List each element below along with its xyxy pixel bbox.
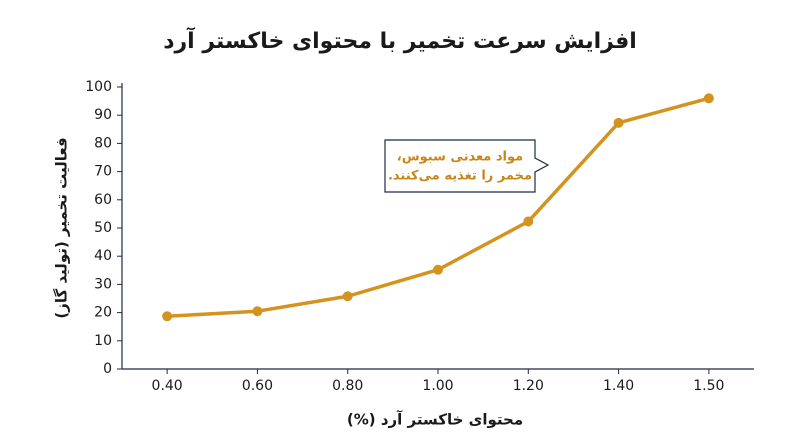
point: [433, 264, 443, 275]
point: [703, 93, 714, 104]
annotation-text: مخمر را تغذیه می‌کنند.: [388, 169, 532, 184]
y-tick-label: 100: [85, 79, 112, 95]
x-axis-label: محتوای خاکستر آرد (%): [347, 411, 523, 429]
line: [167, 96, 710, 319]
y-axis-label: فعالیت تخمیر (تولید گاز): [53, 137, 71, 318]
y-tick-label: 70: [94, 164, 112, 180]
x-tick-label: 0.40: [152, 378, 183, 394]
x-tick-label: 0.60: [242, 378, 273, 394]
x-tick-label: 1.00: [422, 378, 453, 394]
y-tick-label: 90: [94, 107, 112, 123]
y-tick-label: 20: [94, 305, 112, 321]
y-tick-label: 50: [94, 220, 112, 236]
x-tick-label: 1.50: [693, 378, 724, 394]
annotation-text: مواد معدنی سبوس،: [397, 150, 523, 165]
x-tick-label: 1.20: [513, 378, 544, 394]
point: [252, 306, 263, 317]
y-tick-label: 30: [94, 276, 112, 292]
point: [613, 117, 624, 128]
y-tick-label: 0: [103, 361, 112, 377]
y-tick-label: 10: [94, 333, 112, 349]
x-tick-label: 1.40: [603, 378, 634, 394]
point: [162, 311, 173, 322]
y-tick-label: 80: [94, 135, 112, 151]
point: [523, 216, 534, 227]
point: [342, 291, 353, 302]
chart-title: افزایش سرعت تخمیر با محتوای خاکستر آرد: [163, 26, 637, 54]
annotation-box: [384, 139, 550, 193]
x-tick-label: 0.80: [332, 378, 363, 394]
y-tick-label: 40: [94, 248, 112, 264]
y-tick-label: 60: [94, 192, 112, 208]
